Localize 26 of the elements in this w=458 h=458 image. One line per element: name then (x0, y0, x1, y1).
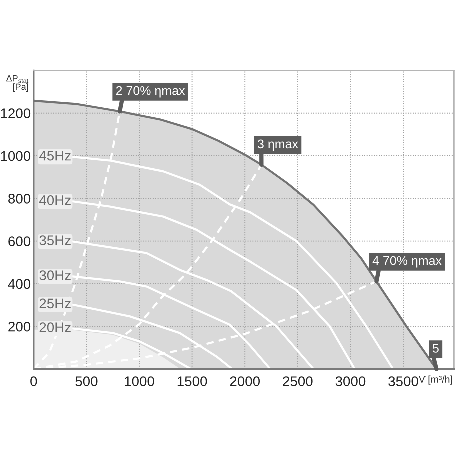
x-tick-label: 2000 (230, 376, 260, 386)
annotation: 2 70% ηmax (116, 86, 186, 98)
legend-label: 25Hz (40, 298, 71, 309)
series-label: 35Hz (40, 236, 71, 246)
annotation: 5 (433, 344, 439, 353)
x-tick-label: 3000 (336, 376, 366, 386)
annotation: 3 ηmax (258, 140, 298, 152)
x-tick-label: 3500 (388, 376, 418, 386)
y-axis-title: ΔP$_{stat}$ [Pa] (6, 75, 29, 92)
x-tick-label: 2500 (283, 376, 313, 386)
series-label: 40Hz (39, 196, 71, 206)
y-tick-label: 400 (8, 279, 31, 290)
x-tick-label: 1500 (178, 376, 208, 386)
series-label: 45Hz (39, 151, 71, 161)
series-label: 30Hz (40, 270, 71, 280)
y-tick-label: 600 (8, 236, 31, 246)
annotation: 4 70% ηmax (372, 256, 442, 268)
legend-label: 20Hz (40, 322, 71, 332)
y-tick-label: 1200 (1, 108, 31, 118)
x-tick-label: 500 (76, 376, 98, 386)
x-tick-label: 0 (30, 376, 38, 386)
y-tick-label: 200 (8, 322, 31, 332)
x-tick-label: 1000 (125, 376, 154, 386)
y-tick-label: 800 (8, 194, 31, 204)
x-axis-title: V̇ [m³/h] (418, 376, 452, 385)
y-tick-label: 1000 (1, 151, 31, 162)
